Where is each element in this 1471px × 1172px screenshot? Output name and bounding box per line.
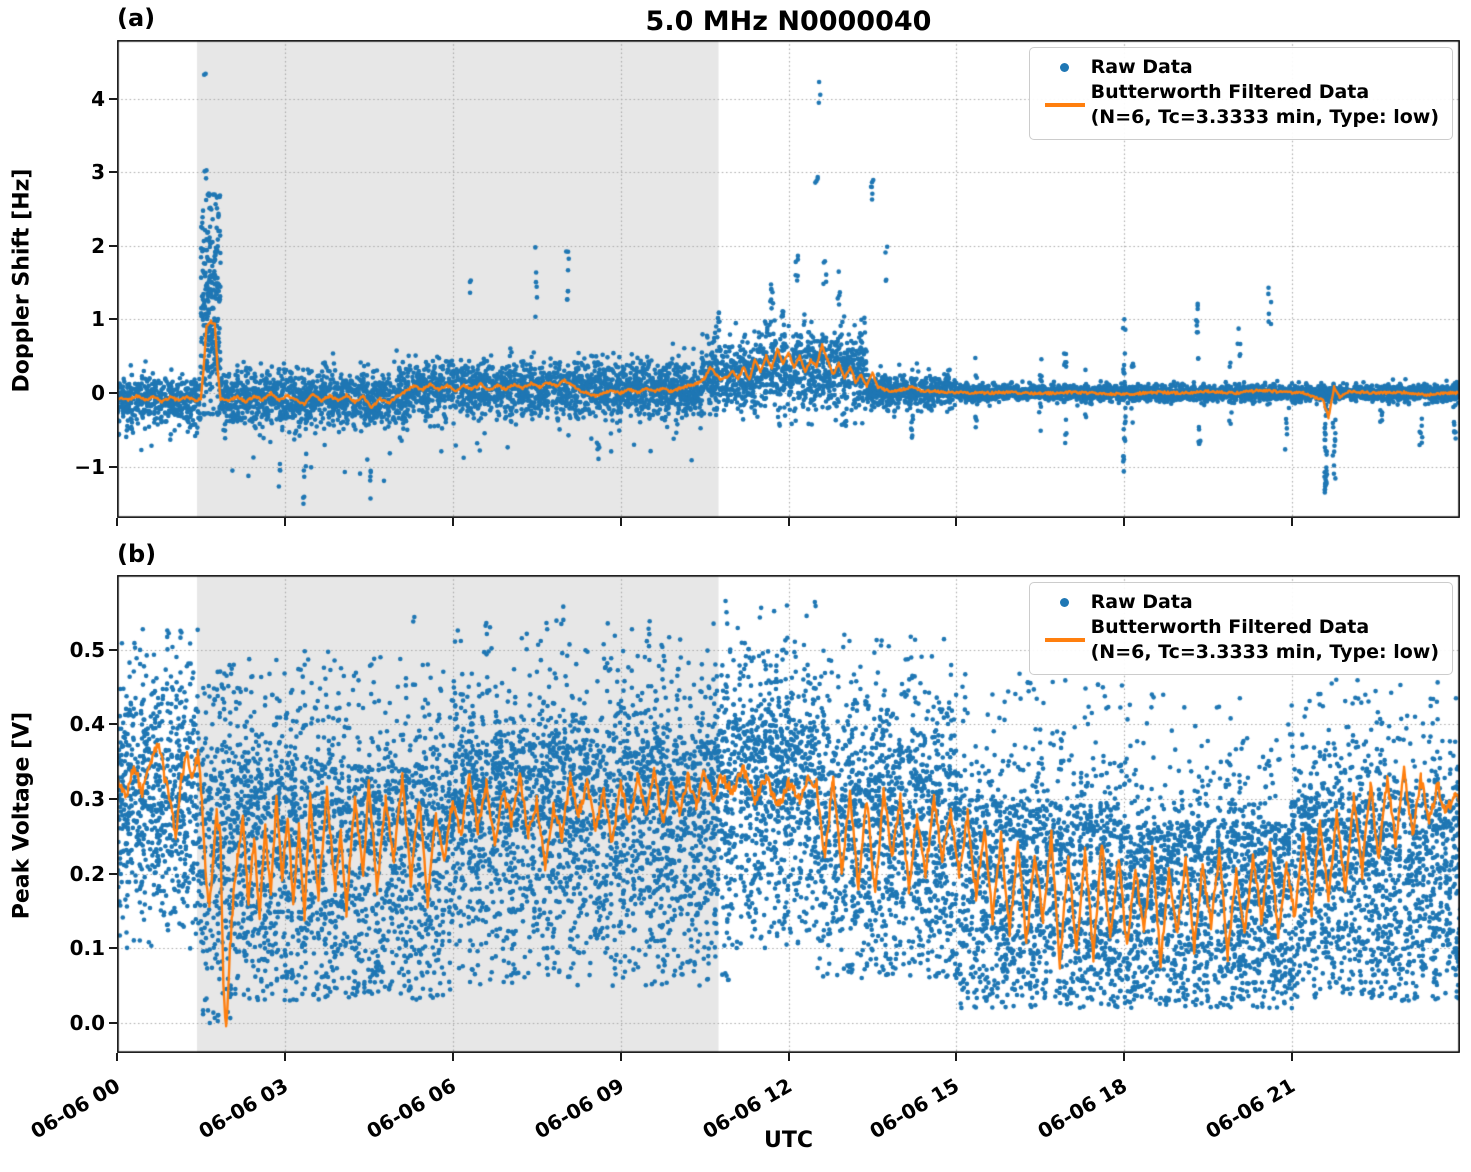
y-tick-label: 4 bbox=[91, 86, 105, 111]
x-tick-mark bbox=[955, 1053, 958, 1061]
legend-raw-row: Raw Data bbox=[1039, 55, 1439, 80]
legend-raw-label: Raw Data bbox=[1090, 56, 1193, 78]
x-tick-mark bbox=[116, 1053, 118, 1061]
y-tick-mark bbox=[109, 1022, 117, 1025]
y-tick-label: 0.5 bbox=[69, 637, 105, 662]
filtered-data-marker-icon bbox=[1044, 638, 1085, 642]
y-tick-label: 0.0 bbox=[69, 1011, 105, 1036]
raw-data-marker-icon bbox=[1060, 598, 1070, 607]
y-tick-mark bbox=[109, 723, 117, 726]
panel-b-label: (b) bbox=[117, 540, 157, 568]
panel-b: Raw Data Butterworth Filtered Data (N=6,… bbox=[117, 575, 1460, 1053]
legend-raw-label: Raw Data bbox=[1090, 591, 1193, 613]
x-tick-mark bbox=[1123, 518, 1126, 526]
y-tick-label: −1 bbox=[74, 454, 105, 479]
legend-filtered-sublabel: (N=6, Tc=3.3333 min, Type: low) bbox=[1090, 106, 1439, 128]
x-tick-label: 06-06 18 bbox=[1033, 1073, 1132, 1144]
legend: Raw Data Butterworth Filtered Data (N=6,… bbox=[1028, 582, 1453, 675]
x-tick-mark bbox=[451, 518, 454, 526]
x-tick-mark bbox=[116, 518, 118, 526]
raw-data-marker-icon bbox=[1060, 63, 1070, 72]
legend-filtered-row: Butterworth Filtered Data (N=6, Tc=3.333… bbox=[1039, 80, 1439, 130]
x-tick-mark bbox=[1291, 518, 1294, 526]
x-tick-mark bbox=[787, 1053, 790, 1061]
y-tick-mark bbox=[109, 318, 117, 321]
y-tick-label: 0.3 bbox=[69, 787, 105, 812]
y-tick-label: 0.2 bbox=[69, 861, 105, 886]
x-tick-mark bbox=[619, 1053, 622, 1061]
y-tick-mark bbox=[109, 872, 117, 875]
x-tick-mark bbox=[451, 1053, 454, 1061]
y-tick-mark bbox=[109, 171, 117, 174]
legend-filtered-row: Butterworth Filtered Data (N=6, Tc=3.333… bbox=[1039, 615, 1439, 665]
x-tick-mark bbox=[787, 518, 790, 526]
y-tick-label: 1 bbox=[91, 307, 105, 332]
legend: Raw Data Butterworth Filtered Data (N=6,… bbox=[1028, 47, 1453, 140]
y-tick-mark bbox=[109, 798, 117, 801]
y-tick-mark bbox=[109, 648, 117, 651]
y-tick-mark bbox=[109, 391, 117, 394]
x-tick-mark bbox=[619, 518, 622, 526]
x-tick-label: 06-06 03 bbox=[194, 1073, 292, 1144]
x-tick-label: 06-06 21 bbox=[1201, 1073, 1300, 1144]
x-tick-mark bbox=[1123, 1053, 1126, 1061]
legend-filtered-label: Butterworth Filtered Data bbox=[1090, 81, 1370, 103]
x-tick-label: 06-06 00 bbox=[26, 1073, 124, 1144]
y-tick-label: 0 bbox=[91, 380, 105, 405]
legend-raw-row: Raw Data bbox=[1039, 590, 1439, 615]
x-tick-label: 06-06 06 bbox=[362, 1073, 460, 1144]
x-tick-mark bbox=[283, 518, 286, 526]
y-tick-label: 3 bbox=[91, 160, 105, 185]
chart-title: 5.0 MHz N0000040 bbox=[645, 6, 932, 37]
y-tick-label: 0.4 bbox=[69, 712, 105, 737]
x-tick-label: 06-06 15 bbox=[865, 1073, 964, 1144]
panel-a-label: (a) bbox=[117, 4, 156, 32]
x-tick-label: 06-06 12 bbox=[697, 1073, 796, 1144]
filtered-data-marker-icon bbox=[1044, 103, 1085, 107]
panel-a: Raw Data Butterworth Filtered Data (N=6,… bbox=[117, 40, 1460, 518]
legend-filtered-label: Butterworth Filtered Data bbox=[1090, 616, 1370, 638]
x-tick-mark bbox=[283, 1053, 286, 1061]
x-axis-label: UTC bbox=[763, 1128, 814, 1153]
y-tick-label: 2 bbox=[91, 233, 105, 258]
y-tick-mark bbox=[109, 947, 117, 950]
x-tick-label: 06-06 09 bbox=[530, 1073, 628, 1144]
y-tick-mark bbox=[109, 244, 117, 247]
legend-filtered-sublabel: (N=6, Tc=3.3333 min, Type: low) bbox=[1090, 641, 1439, 663]
y-tick-label: 0.1 bbox=[69, 936, 105, 961]
y-tick-mark bbox=[109, 97, 117, 100]
x-tick-mark bbox=[1291, 1053, 1294, 1061]
x-tick-mark bbox=[955, 518, 958, 526]
y-tick-mark bbox=[109, 465, 117, 468]
